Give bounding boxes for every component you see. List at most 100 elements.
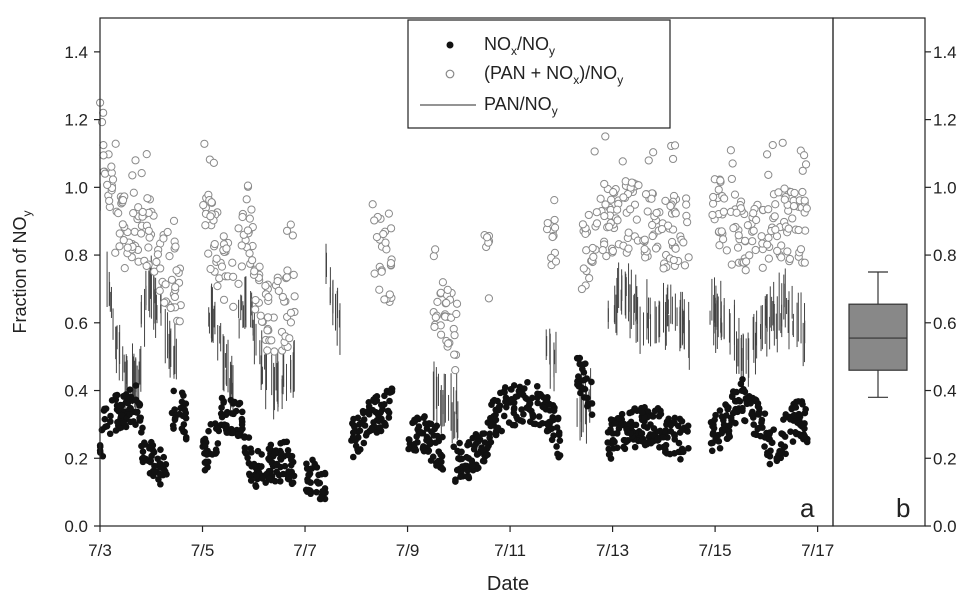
nox-noy-point bbox=[718, 429, 726, 437]
nox-noy-point bbox=[207, 421, 215, 428]
pan-nox-noy-point bbox=[592, 208, 601, 217]
pan-nox-noy-point bbox=[237, 262, 246, 271]
pan-nox-noy-point bbox=[138, 207, 147, 217]
pan-nox-noy-point bbox=[608, 246, 617, 256]
pan-nox-noy-point bbox=[718, 235, 728, 244]
pan-nox-noy-point bbox=[780, 184, 789, 193]
pan-nox-noy-point bbox=[647, 194, 656, 203]
nox-noy-point bbox=[284, 447, 292, 454]
pan-nox-noy-point bbox=[430, 322, 439, 332]
nox-noy-point bbox=[147, 458, 154, 466]
pan-nox-noy-point bbox=[730, 190, 740, 199]
nox-noy-point bbox=[101, 415, 109, 423]
nox-noy-point bbox=[480, 457, 488, 465]
nox-noy-point bbox=[638, 409, 646, 416]
nox-noy-point bbox=[575, 382, 582, 390]
pan-nox-noy-point bbox=[166, 303, 175, 313]
nox-noy-point bbox=[577, 389, 584, 397]
nox-noy-point bbox=[553, 443, 560, 450]
pan-nox-noy-point bbox=[129, 209, 138, 218]
pan-nox-noy-point bbox=[598, 245, 607, 255]
pan-nox-noy-point bbox=[137, 168, 146, 178]
nox-noy-point bbox=[241, 444, 249, 452]
pan-nox-noy-point bbox=[578, 220, 588, 229]
nox-noy-point bbox=[360, 416, 368, 423]
nox-noy-point bbox=[478, 444, 485, 452]
nox-noy-point bbox=[726, 433, 733, 440]
nox-noy-point bbox=[271, 449, 279, 456]
pan-nox-noy-point bbox=[370, 216, 379, 225]
y-tick-label: 0.8 bbox=[64, 246, 88, 265]
nox-noy-point bbox=[218, 413, 226, 421]
pan-nox-noy-point bbox=[589, 252, 598, 261]
x-tick-label: 7/7 bbox=[293, 541, 317, 560]
pan-nox-noy-point bbox=[153, 250, 162, 259]
nox-noy-point bbox=[253, 472, 260, 480]
pan-nox-noy-point bbox=[368, 200, 377, 209]
pan-nox-noy-point bbox=[548, 232, 557, 242]
nox-noy-point bbox=[313, 488, 320, 496]
nox-noy-point bbox=[156, 460, 164, 467]
pan-nox-noy-point bbox=[137, 229, 146, 238]
pan-nox-noy-point bbox=[242, 195, 251, 204]
x-tick-label: 7/9 bbox=[396, 541, 420, 560]
nox-noy-point bbox=[556, 437, 564, 444]
nox-noy-point bbox=[729, 388, 737, 395]
pan-nox-noy-point bbox=[245, 214, 254, 223]
pan-nox-noy-point bbox=[163, 227, 172, 237]
nox-noy-point bbox=[550, 432, 557, 439]
pan-nox-noy-point bbox=[160, 298, 169, 307]
pan-nox-noy-point bbox=[762, 150, 772, 159]
pan-nox-noy-point bbox=[726, 146, 735, 155]
pan-nox-noy-point bbox=[372, 233, 382, 242]
pan-nox-noy-point bbox=[796, 245, 806, 254]
nox-noy-point bbox=[575, 373, 582, 380]
y2-tick-label: 1.0 bbox=[933, 178, 957, 197]
pan-nox-noy-point bbox=[648, 231, 657, 241]
pan-nox-noy-point bbox=[789, 201, 799, 211]
pan-nox-noy-point bbox=[770, 212, 779, 221]
nox-noy-point bbox=[675, 439, 683, 447]
nox-noy-point bbox=[671, 432, 678, 440]
nox-noy-point bbox=[170, 425, 177, 432]
pan-nox-noy-point bbox=[641, 190, 651, 199]
nox-noy-point bbox=[280, 438, 288, 446]
pan-nox-noy-point bbox=[684, 253, 693, 262]
pan-nox-noy-point bbox=[671, 209, 680, 218]
nox-noy-point bbox=[720, 416, 727, 424]
y-tick-label: 1.2 bbox=[64, 111, 88, 130]
nox-noy-point bbox=[181, 406, 189, 414]
nox-noy-point bbox=[373, 429, 381, 436]
pan-nox-noy-point bbox=[728, 159, 737, 168]
pan-nox-noy-point bbox=[167, 275, 177, 284]
nox-noy-point bbox=[465, 473, 472, 480]
pan-nox-noy-point bbox=[601, 132, 610, 141]
nox-noy-point bbox=[151, 468, 158, 476]
pan-nox-noy-point bbox=[771, 200, 780, 209]
nox-noy-point bbox=[727, 414, 735, 422]
nox-noy-point bbox=[728, 393, 736, 401]
nox-noy-point bbox=[730, 408, 738, 416]
nox-noy-point bbox=[266, 475, 273, 483]
nox-noy-point bbox=[755, 424, 762, 432]
pan-nox-noy-point bbox=[209, 158, 218, 167]
pan-nox-noy-point bbox=[286, 308, 296, 317]
nox-noy-point bbox=[427, 420, 435, 428]
pan-nox-noy-point bbox=[798, 187, 807, 197]
nox-noy-point bbox=[155, 476, 162, 483]
pan-nox-noy-point bbox=[243, 181, 253, 190]
nox-noy-point bbox=[666, 450, 674, 458]
pan-nox-noy-point bbox=[734, 231, 743, 240]
pan-nox-noy-point bbox=[607, 195, 616, 204]
pan-nox-noy-point bbox=[661, 196, 670, 205]
nox-noy-point bbox=[534, 399, 542, 407]
pan-nox-noy-point bbox=[107, 162, 116, 171]
pan-nox-noy-point bbox=[613, 216, 622, 225]
nox-noy-point bbox=[502, 403, 510, 411]
nox-noy-point bbox=[777, 449, 785, 457]
pan-nox-noy-point bbox=[142, 261, 151, 271]
pan-nox-noy-point bbox=[144, 243, 153, 252]
pan-nox-noy-point bbox=[716, 176, 725, 185]
pan-nox-noy-point bbox=[777, 241, 786, 250]
y-tick-label: 0.6 bbox=[64, 314, 88, 333]
